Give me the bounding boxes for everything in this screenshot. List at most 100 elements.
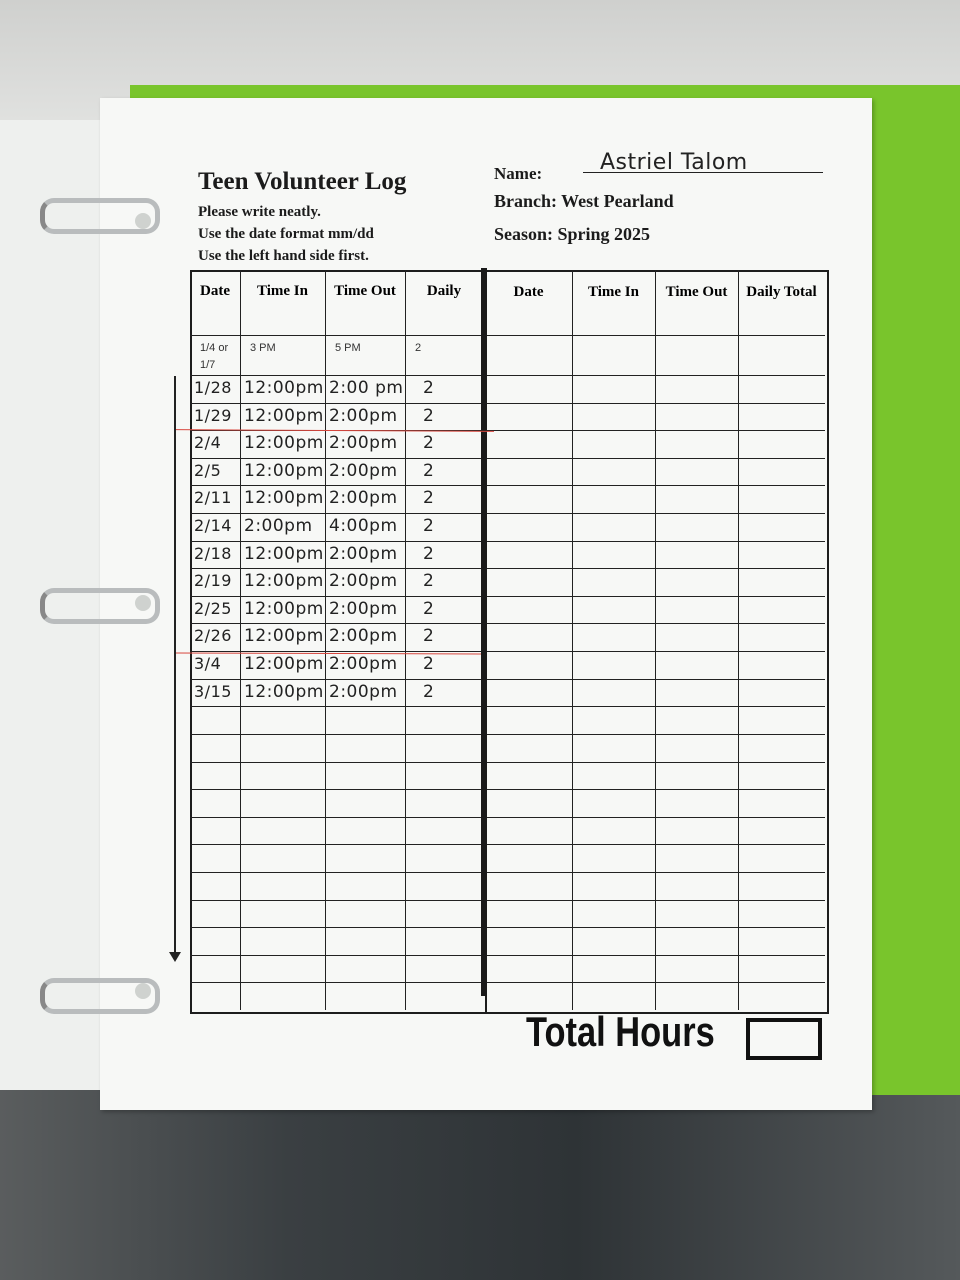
- entry-daily[interactable]: 2: [423, 571, 435, 592]
- entry-time-in[interactable]: 12:00pm: [244, 543, 324, 564]
- row-line: [190, 430, 483, 432]
- row-line: [485, 706, 825, 708]
- entry-time-out[interactable]: 2:00pm: [329, 488, 398, 509]
- column-line: [405, 270, 406, 1010]
- entry-date[interactable]: 2/14: [194, 516, 232, 536]
- entry-time-out[interactable]: 2:00pm: [329, 626, 398, 647]
- entry-date[interactable]: 2/26: [194, 626, 232, 646]
- row-line: [190, 789, 483, 791]
- entry-daily[interactable]: 2: [423, 433, 435, 454]
- row-line: [485, 595, 825, 597]
- entry-daily[interactable]: 2: [423, 516, 435, 537]
- entry-date[interactable]: 2/19: [194, 571, 232, 591]
- entry-date[interactable]: 1/29: [194, 405, 232, 425]
- entry-time-in[interactable]: 12:00pm: [244, 654, 324, 675]
- entry-daily[interactable]: 2: [423, 626, 435, 647]
- entry-date[interactable]: 3/15: [194, 681, 232, 701]
- total-hours-label: Total Hours: [526, 1008, 715, 1055]
- entry-time-in[interactable]: 12:00pm: [244, 626, 324, 647]
- instruction: Use the date format mm/dd: [198, 226, 374, 242]
- binder-ring-icon: [40, 978, 160, 1014]
- row-line: [190, 651, 483, 653]
- entry-date[interactable]: 2/11: [194, 488, 232, 508]
- entry-time-out[interactable]: 2:00pm: [329, 654, 398, 675]
- column-line: [655, 270, 656, 1010]
- row-line: [485, 623, 825, 625]
- row-line: [190, 375, 483, 376]
- entry-daily[interactable]: 2: [423, 488, 435, 509]
- entry-time-out[interactable]: 2:00pm: [329, 681, 398, 702]
- example-daily: 2: [415, 342, 422, 354]
- name-value[interactable]: Astriel Talom: [600, 150, 748, 175]
- entry-time-in[interactable]: 2:00pm: [244, 516, 313, 537]
- entry-daily[interactable]: 2: [423, 598, 435, 619]
- row-line: [190, 568, 483, 570]
- entry-date[interactable]: 2/25: [194, 598, 232, 618]
- row-line: [485, 733, 825, 735]
- entry-time-in[interactable]: 12:00pm: [244, 488, 324, 509]
- row-line: [190, 678, 483, 680]
- binder-ring-icon: [40, 588, 160, 624]
- row-line: [190, 954, 483, 956]
- row-line: [190, 595, 483, 597]
- binder-left-page: [0, 120, 105, 1090]
- entry-daily[interactable]: 2: [423, 654, 435, 675]
- entry-date[interactable]: 2/4: [194, 433, 222, 453]
- example-time-out: 5 PM: [335, 342, 361, 354]
- entry-time-in[interactable]: 12:00pm: [244, 598, 324, 619]
- total-hours-box[interactable]: [746, 1018, 822, 1060]
- entry-time-out[interactable]: 2:00pm: [329, 543, 398, 564]
- entry-time-out[interactable]: 2:00pm: [329, 405, 398, 426]
- entry-date[interactable]: 2/5: [194, 460, 222, 480]
- right-table: [485, 270, 829, 1014]
- entry-time-out[interactable]: 2:00 pm: [329, 378, 404, 398]
- row-line: [485, 513, 825, 515]
- column-line: [572, 270, 573, 1010]
- row-line: [485, 651, 825, 653]
- lap-background: [0, 1090, 960, 1280]
- column-header: Time In: [588, 284, 639, 300]
- entry-time-out[interactable]: 2:00pm: [329, 460, 398, 481]
- row-line: [190, 623, 483, 625]
- row-line: [485, 402, 825, 404]
- entry-date[interactable]: 3/4: [194, 654, 222, 674]
- entry-time-in[interactable]: 12:00pm: [244, 460, 324, 481]
- name-underline: [583, 172, 823, 173]
- entry-time-in[interactable]: 12:00pm: [244, 405, 324, 426]
- entry-time-in[interactable]: 12:00pm: [244, 571, 324, 592]
- entry-daily[interactable]: 2: [423, 405, 435, 426]
- instruction: Please write neatly.: [198, 204, 321, 220]
- row-line: [485, 335, 825, 336]
- row-line: [190, 335, 483, 336]
- entry-daily[interactable]: 2: [423, 460, 435, 481]
- column-header: Time Out: [334, 283, 396, 299]
- entry-time-in[interactable]: 12:00pm: [244, 433, 324, 454]
- entry-daily[interactable]: 2: [423, 681, 435, 702]
- row-line: [190, 706, 483, 708]
- row-line: [485, 375, 825, 376]
- row-line: [485, 927, 825, 929]
- form-title: Teen Volunteer Log: [198, 168, 407, 195]
- column-header: Date: [200, 283, 230, 299]
- entry-date[interactable]: 2/18: [194, 543, 232, 563]
- column-line: [738, 270, 739, 1010]
- example-date: 1/4 or 1/7: [200, 342, 229, 371]
- entry-time-in[interactable]: 12:00pm: [244, 681, 324, 702]
- entry-daily[interactable]: 2: [423, 543, 435, 564]
- entry-time-out[interactable]: 2:00pm: [329, 598, 398, 619]
- entry-daily[interactable]: 2: [423, 378, 435, 398]
- row-line: [190, 982, 483, 984]
- entry-time-out[interactable]: 4:00pm: [329, 516, 398, 537]
- instruction: Use the left hand side first.: [198, 248, 369, 264]
- column-line: [240, 270, 241, 1010]
- row-line: [190, 402, 483, 404]
- entry-time-in[interactable]: 12:00pm: [244, 378, 324, 398]
- entry-time-out[interactable]: 2:00pm: [329, 433, 398, 454]
- binder-ring-icon: [40, 198, 160, 234]
- entry-date[interactable]: 1/28: [194, 378, 232, 397]
- row-line: [485, 761, 825, 763]
- column-header: Time In: [257, 283, 308, 299]
- row-line: [190, 844, 483, 846]
- column-header: Daily Total: [746, 284, 817, 300]
- entry-time-out[interactable]: 2:00pm: [329, 571, 398, 592]
